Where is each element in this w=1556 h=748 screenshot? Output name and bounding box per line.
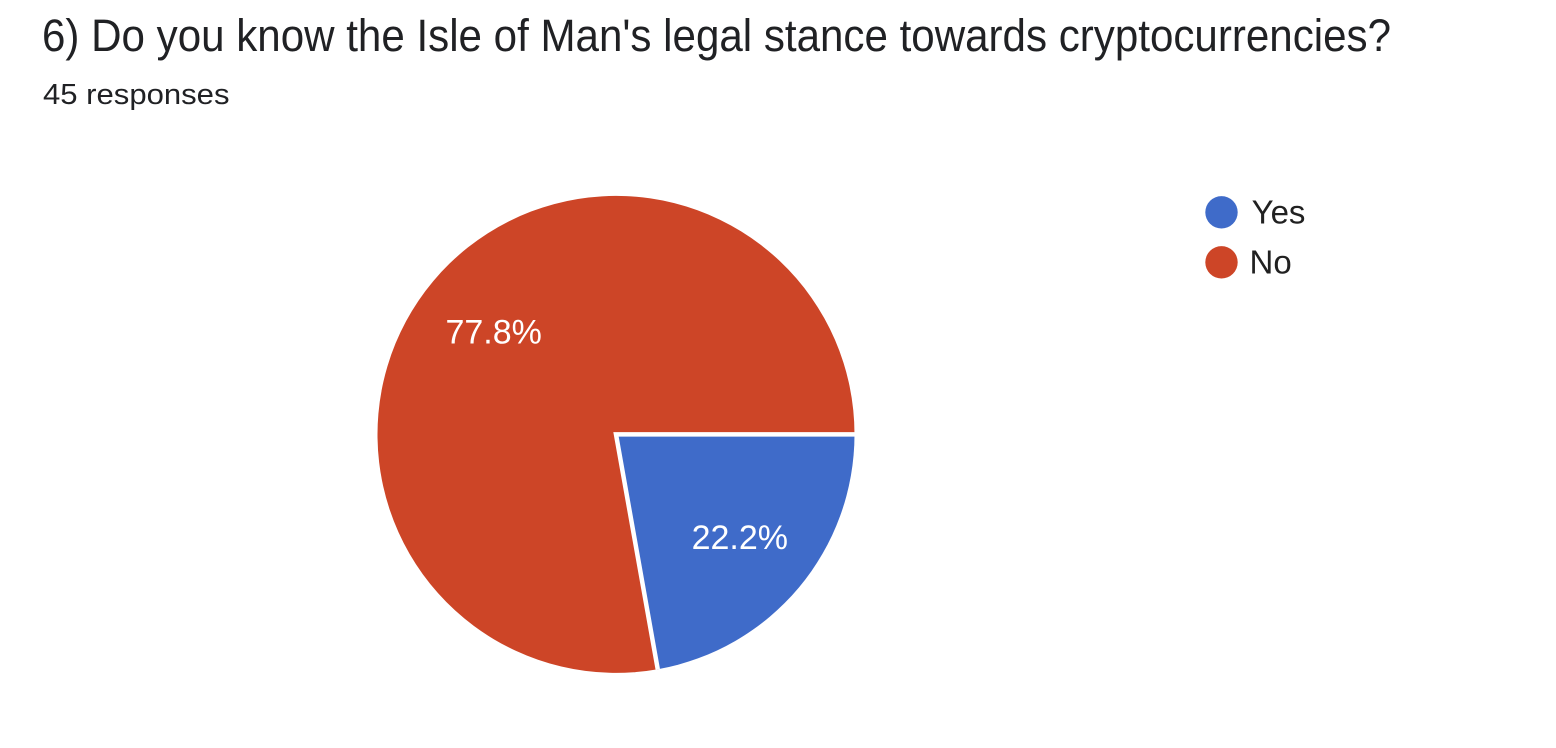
- svg-text:No: No: [1250, 243, 1292, 280]
- svg-text:45 responses: 45 responses: [43, 79, 230, 111]
- svg-text:Yes: Yes: [1252, 193, 1306, 230]
- svg-text:22.2%: 22.2%: [692, 519, 788, 557]
- svg-text:6) Do you know the Isle of Man: 6) Do you know the Isle of Man's legal s…: [42, 10, 1391, 61]
- svg-text:77.8%: 77.8%: [445, 313, 541, 351]
